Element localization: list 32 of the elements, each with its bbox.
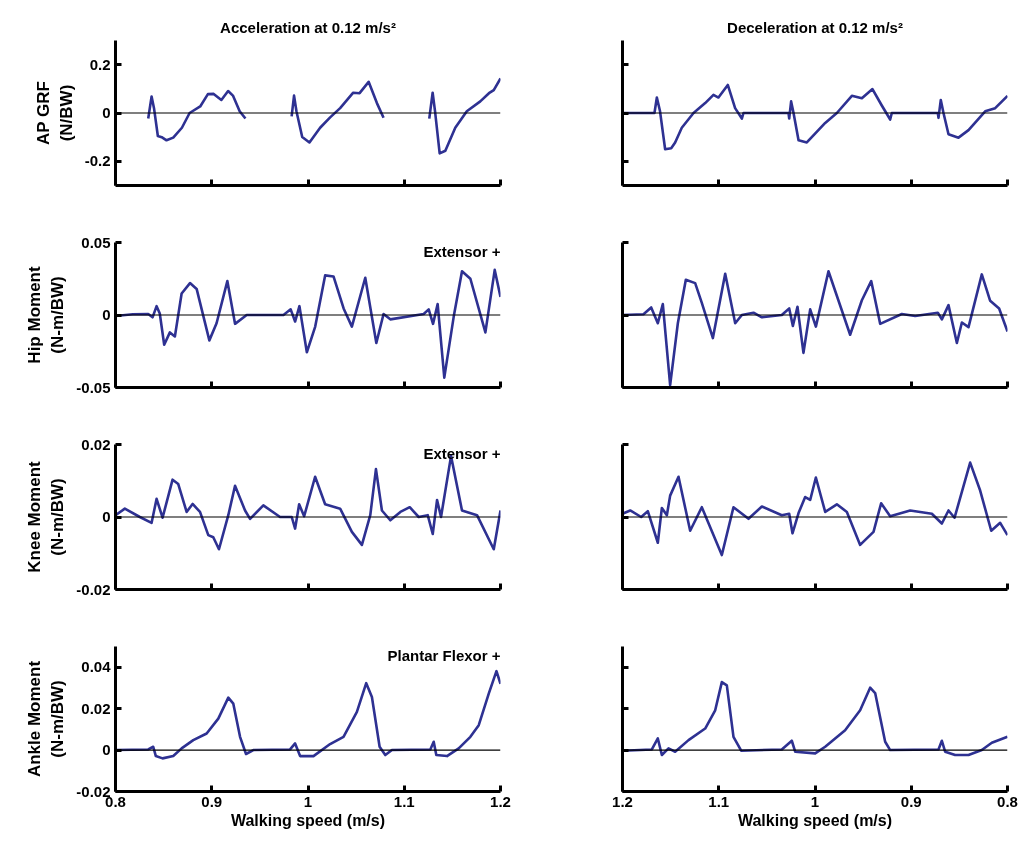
y-tick-label: -0.02 <box>76 580 111 598</box>
x-axis-title: Walking speed (m/s) <box>737 811 893 829</box>
x-tick-label: 1.2 <box>490 792 511 810</box>
y-tick-label: 0.02 <box>81 435 111 453</box>
y-axis-title: Ankle Moment (N-m/BW) <box>25 660 68 778</box>
y-axis-title: Knee Moment (N-m/BW) <box>25 460 68 573</box>
y-tick-label: 0.04 <box>81 658 112 676</box>
x-tick-label: 0.9 <box>900 792 922 810</box>
x-tick-label: 1.1 <box>708 792 730 810</box>
x-tick-label: 1 <box>810 792 820 810</box>
y-tick-label: 0 <box>102 104 111 121</box>
y-tick-label: -0.2 <box>84 152 111 170</box>
y-tick-label: 0 <box>102 741 111 759</box>
y-tick-label: -0.05 <box>76 378 111 396</box>
x-tick-label: 1 <box>303 792 313 810</box>
x-tick-label: 0.8 <box>997 792 1018 810</box>
y-tick-label: 0.2 <box>89 55 111 73</box>
y-tick-label: 0 <box>102 306 111 323</box>
annotation: Extensor + <box>423 242 501 260</box>
y-tick-label: 0 <box>102 508 111 525</box>
y-tick-label: 0.02 <box>81 699 111 717</box>
x-tick-label: 0.9 <box>201 792 223 810</box>
y-axis-title: AP GRF (N/BW) <box>33 81 76 146</box>
x-axis-title: Walking speed (m/s) <box>230 811 386 829</box>
y-tick-label: 0.05 <box>81 233 111 251</box>
y-axis-title: Hip Moment (N-m/BW) <box>25 266 68 364</box>
chart-title: Acceleration at 0.12 m/s² <box>220 18 396 36</box>
x-tick-label: 1.2 <box>612 792 633 810</box>
chart-title: Deceleration at 0.12 m/s² <box>727 18 903 36</box>
annotation: Plantar Flexor + <box>387 646 501 664</box>
x-tick-label: 1.1 <box>393 792 415 810</box>
annotation: Extensor + <box>423 444 501 462</box>
